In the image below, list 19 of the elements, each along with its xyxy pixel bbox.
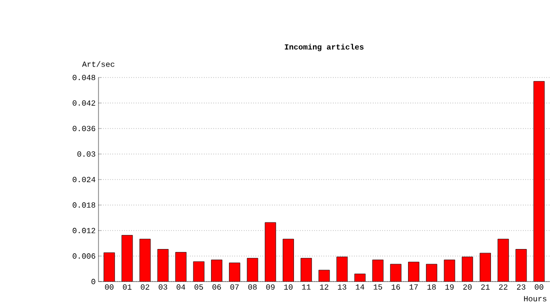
bar — [462, 256, 473, 282]
bar — [372, 260, 384, 282]
bar — [300, 258, 312, 282]
bar — [158, 249, 168, 282]
bar — [175, 252, 186, 282]
bar — [211, 260, 222, 282]
bar — [336, 256, 348, 282]
bar — [265, 222, 276, 282]
bar — [408, 262, 420, 282]
bar — [533, 81, 545, 282]
bar — [140, 239, 150, 282]
bar — [444, 260, 455, 282]
bar — [282, 239, 294, 282]
bar — [193, 262, 204, 282]
bar — [104, 252, 115, 282]
bar — [498, 239, 509, 282]
bar — [122, 235, 133, 282]
bar — [516, 249, 527, 282]
bar — [390, 264, 402, 282]
